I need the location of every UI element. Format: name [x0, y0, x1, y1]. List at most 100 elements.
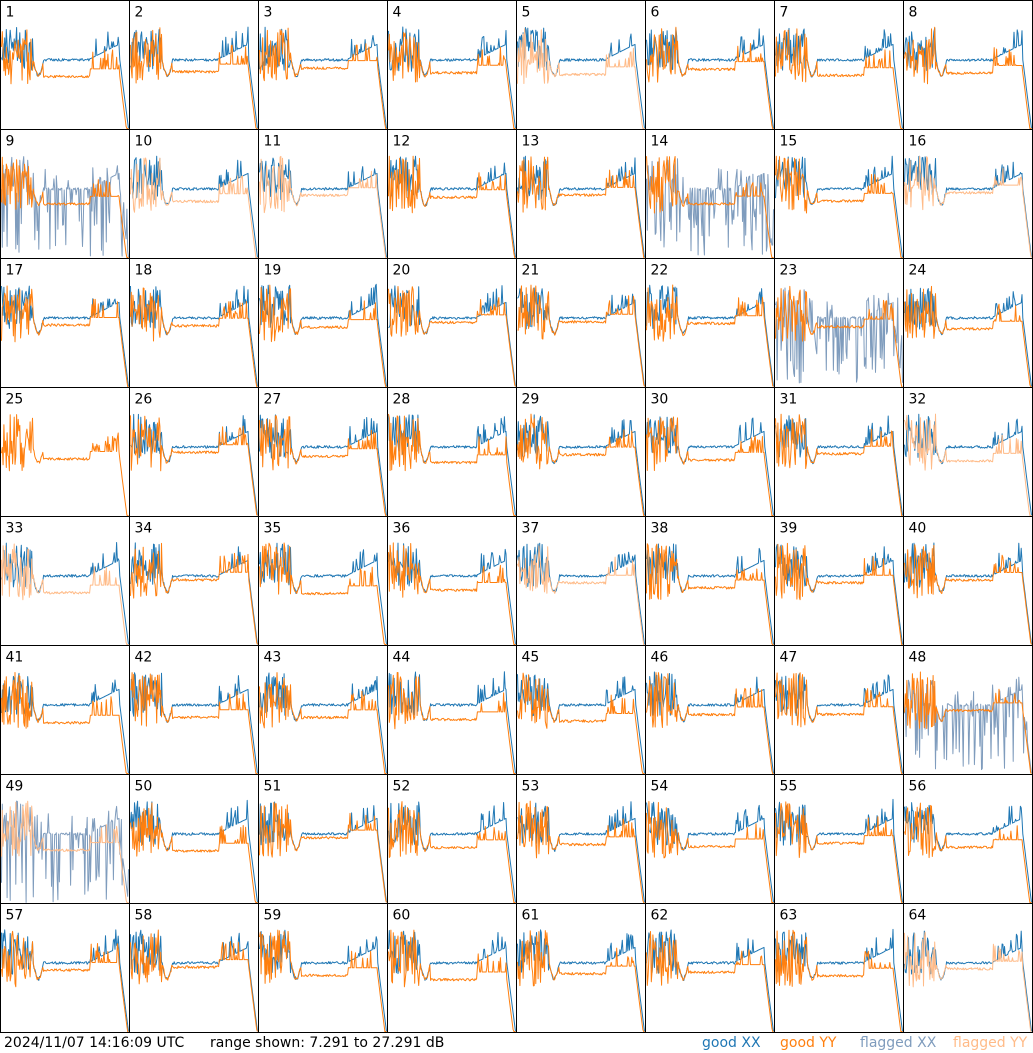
- panel: 42: [129, 645, 259, 775]
- panel-label: 41: [6, 650, 24, 666]
- spectrum-yy: [646, 26, 774, 129]
- panel-label: 28: [393, 392, 411, 408]
- panel-label: 2: [135, 5, 144, 21]
- panel: 58: [129, 903, 259, 1033]
- spectrum-yy: [130, 542, 258, 645]
- spectrum-xx: [259, 157, 387, 258]
- panel: 24: [903, 258, 1033, 388]
- panel-label: 21: [522, 263, 540, 279]
- panel: 39: [774, 516, 904, 646]
- panel: 29: [516, 387, 646, 517]
- spectrum-yy: [517, 800, 645, 903]
- spectrum-yy: [904, 931, 1032, 1032]
- spectrum-yy: [1, 29, 129, 129]
- spectrum-yy: [904, 285, 1032, 387]
- panel-label: 64: [909, 908, 927, 924]
- panel: 51: [258, 774, 388, 904]
- panel-label: 6: [651, 5, 660, 21]
- panel: 47: [774, 645, 904, 775]
- spectrum-yy: [388, 929, 516, 1032]
- panel-label: 58: [135, 908, 153, 924]
- panel: 46: [645, 645, 775, 775]
- panel-label: 37: [522, 521, 540, 537]
- panel-label: 38: [651, 521, 669, 537]
- panel-label: 44: [393, 650, 411, 666]
- panel: 3: [258, 0, 388, 130]
- panel: 38: [645, 516, 775, 646]
- panel: 16: [903, 129, 1033, 259]
- panel: 35: [258, 516, 388, 646]
- panel: 4: [387, 0, 517, 130]
- spectrum-xx: [1, 285, 129, 387]
- spectrum-yy: [130, 672, 258, 774]
- panel-label: 30: [651, 392, 669, 408]
- panel-label: 40: [909, 521, 927, 537]
- spectrum-yy: [775, 285, 903, 387]
- panel-frame: [903, 903, 1033, 1033]
- spectrum-yy: [388, 286, 516, 387]
- panel-frame: [129, 645, 259, 775]
- timestamp: 2024/11/07 14:16:09 UTC: [4, 1035, 184, 1051]
- panel: 6: [645, 0, 775, 130]
- spectrum-xx: [775, 928, 903, 1032]
- panel: 5: [516, 0, 646, 130]
- panel: 7: [774, 0, 904, 130]
- spectrum-yy: [1, 672, 129, 774]
- panel-label: 42: [135, 650, 153, 666]
- panel: 14: [645, 129, 775, 259]
- panel: 23: [774, 258, 904, 388]
- panel-label: 60: [393, 908, 411, 924]
- spectrum-yy: [646, 931, 774, 1032]
- panel: 25: [0, 387, 130, 517]
- spectrum-yy: [517, 930, 645, 1032]
- panel-label: 18: [135, 263, 153, 279]
- panel-label: 54: [651, 779, 669, 795]
- panel: 8: [903, 0, 1033, 130]
- spectrum-yy: [517, 284, 645, 387]
- panel-label: 10: [135, 134, 153, 150]
- spectrum-yy: [1, 285, 129, 387]
- panel: 26: [129, 387, 259, 517]
- panel-label: 13: [522, 134, 540, 150]
- panel-label: 22: [651, 263, 669, 279]
- spectrum-yy: [130, 929, 258, 1032]
- panel: 50: [129, 774, 259, 904]
- panel-label: 27: [264, 392, 282, 408]
- panel-label: 29: [522, 392, 540, 408]
- spectrum-yy: [259, 155, 387, 258]
- panel: 12: [387, 129, 517, 259]
- spectrum-yy: [1, 543, 129, 645]
- spectrum-yy: [775, 155, 903, 258]
- spectrum-yy: [517, 545, 645, 645]
- panel: 10: [129, 129, 259, 259]
- panel: 32: [903, 387, 1033, 517]
- panel-label: 23: [780, 263, 798, 279]
- spectrum-yy: [1, 156, 129, 258]
- panel-frame: [0, 0, 130, 130]
- spectrum-xx: [904, 155, 1032, 258]
- spectrum-yy: [775, 28, 903, 129]
- panel-label: 12: [393, 134, 411, 150]
- spectrum-xx: [388, 930, 516, 1032]
- spectrum-yy: [646, 156, 774, 258]
- spectrum-yy: [775, 801, 903, 903]
- spectrum-yy: [517, 672, 645, 774]
- panel-label: 57: [6, 908, 24, 924]
- range-label: range shown: 7.291 to 27.291 dB: [210, 1035, 444, 1051]
- panel-frame: [774, 774, 904, 904]
- spectrum-yy: [517, 413, 645, 516]
- spectrum-yy: [259, 542, 387, 645]
- panel-label: 61: [522, 908, 540, 924]
- panel: 60: [387, 903, 517, 1033]
- spectrum-xx: [775, 287, 903, 384]
- panel-label: 17: [6, 263, 24, 279]
- panel: 31: [774, 387, 904, 517]
- panel-frame: [645, 0, 775, 130]
- panel: 63: [774, 903, 904, 1033]
- panel-label: 7: [780, 5, 789, 21]
- panel-label: 14: [651, 134, 669, 150]
- spectrum-xx: [388, 671, 516, 774]
- panel-label: 47: [780, 650, 798, 666]
- spectrum-xx: [1, 542, 129, 645]
